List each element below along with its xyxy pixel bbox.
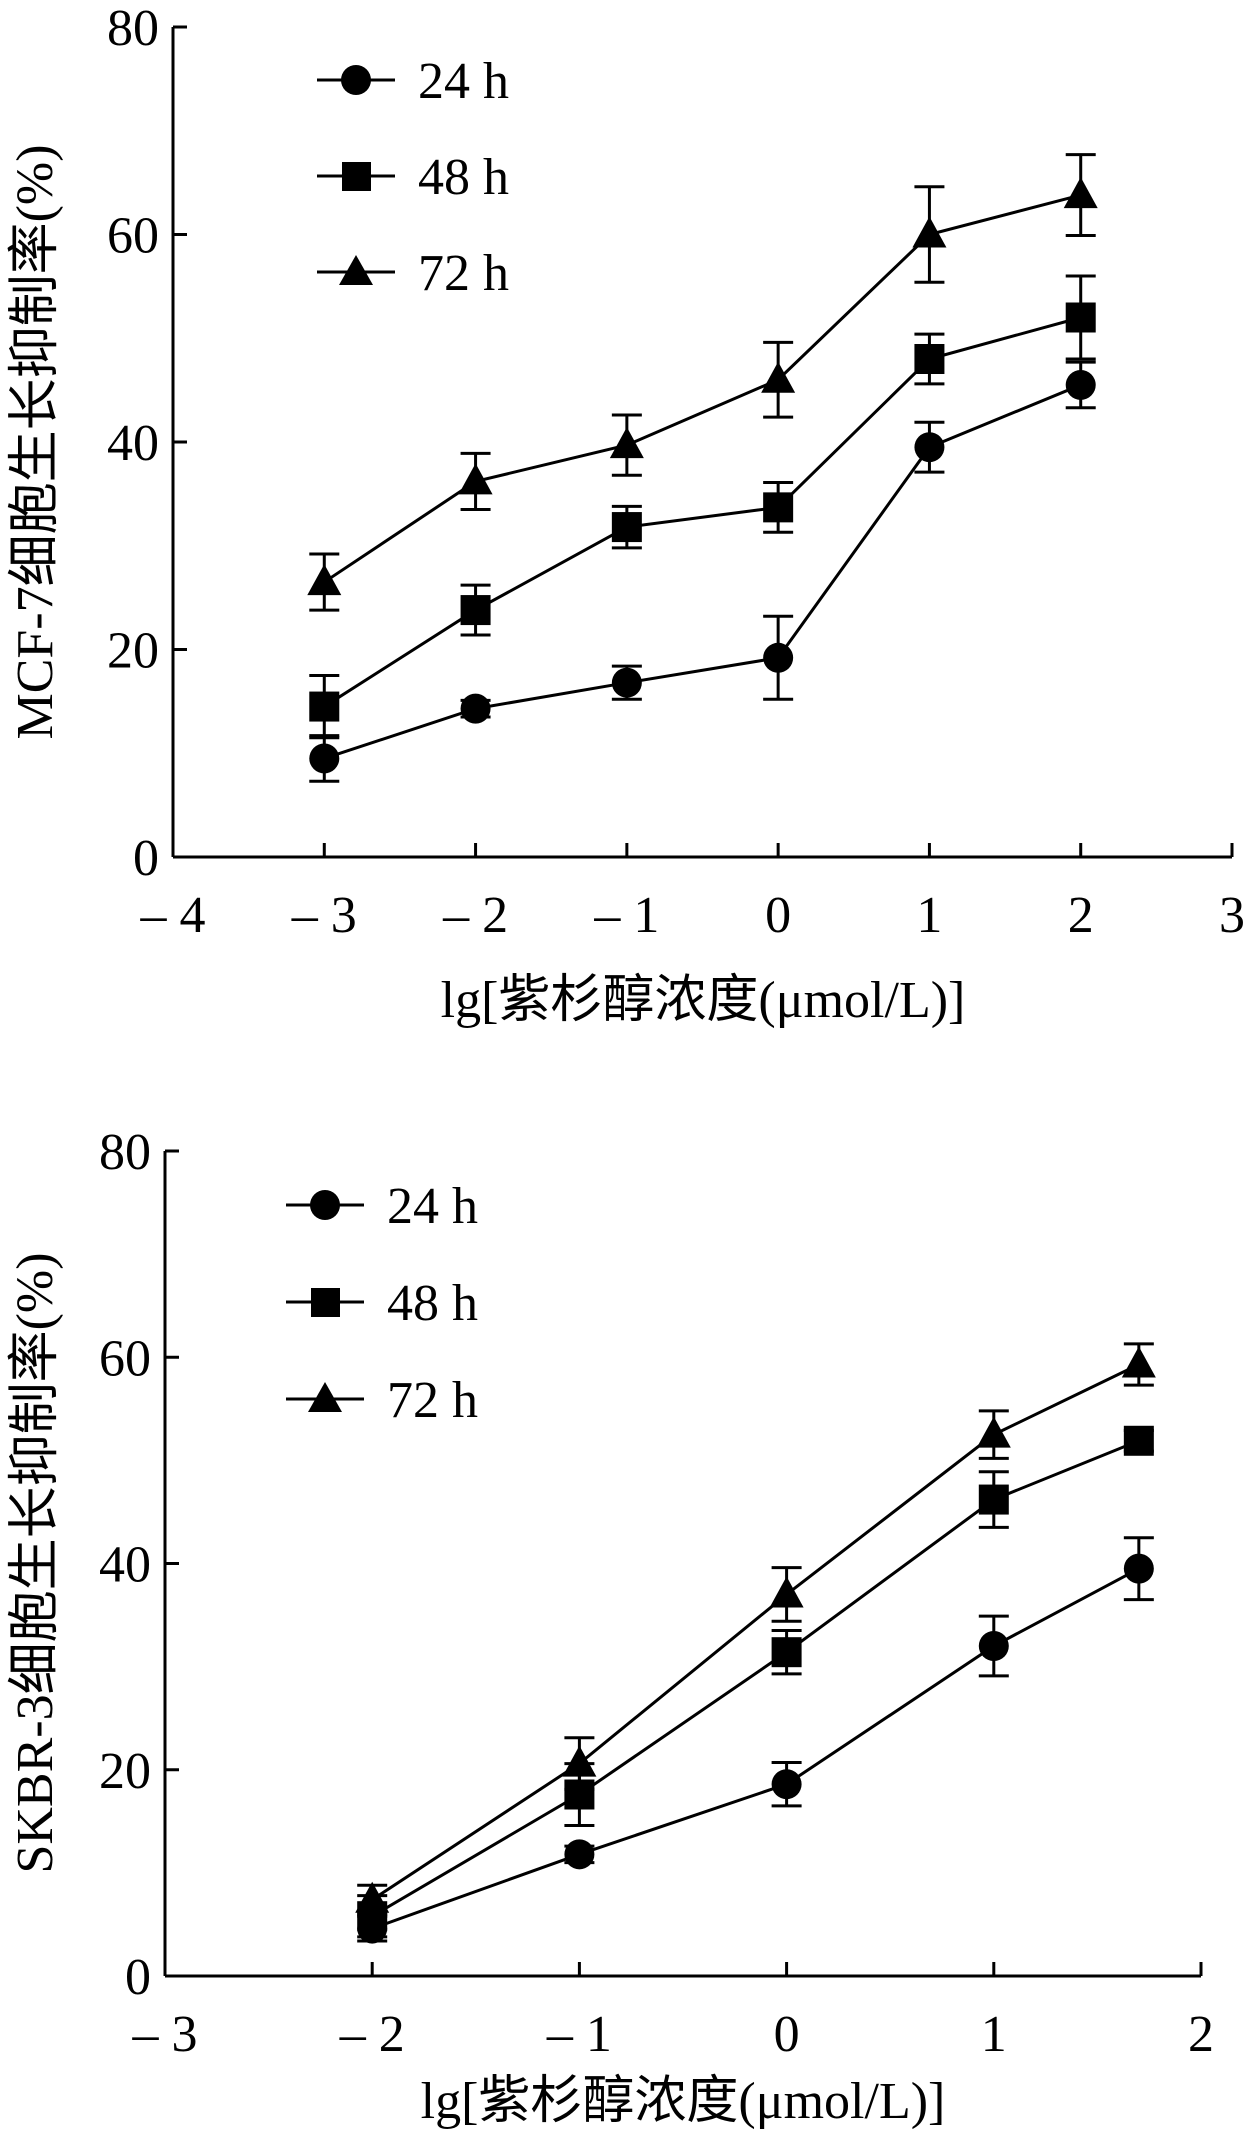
mcf7-point-24h xyxy=(460,693,491,724)
mcf7-legend-marker-48h xyxy=(342,162,371,191)
mcf7-point-72h xyxy=(912,216,947,248)
skbr3-legend-label-48h: 48 h xyxy=(387,1275,478,1332)
skbr3-legend-marker-24h xyxy=(310,1190,340,1220)
skbr3-legend-marker-72h xyxy=(308,1382,342,1412)
mcf7-point-48h xyxy=(309,691,340,722)
skbr3-point-24h xyxy=(1123,1553,1154,1584)
mcf7-ytick-label: 40 xyxy=(107,415,159,472)
mcf7-ytick-label: 80 xyxy=(107,0,159,57)
skbr3-chart: – 3 – 2 – 1 0 1 2 0 20 40 60 80 lg[紫杉醇浓度(μmol/L)]… xyxy=(7,1124,1214,2130)
skbr3-ytick-label: 60 xyxy=(99,1330,151,1387)
mcf7-point-24h xyxy=(611,667,642,698)
skbr3-point-48h xyxy=(771,1637,802,1668)
skbr3-legend-label-72h: 72 h xyxy=(387,1372,478,1429)
mcf7-ytick-label: 20 xyxy=(107,623,159,680)
mcf7-series-line-24h xyxy=(323,383,1082,760)
mcf7-series-line-48h xyxy=(323,316,1082,708)
mcf7-point-24h xyxy=(914,432,945,463)
mcf7-plot-lines xyxy=(323,193,1082,760)
mcf7-point-48h xyxy=(1065,302,1096,333)
mcf7-legend-label-24h: 24 h xyxy=(418,53,509,110)
skbr3-ytick-label: 0 xyxy=(125,1949,151,2006)
skbr3-point-24h xyxy=(978,1631,1009,1661)
mcf7-legend-marker-24h xyxy=(341,65,371,95)
mcf7-point-24h xyxy=(309,743,340,774)
mcf7-legend-label-48h: 48 h xyxy=(418,149,509,206)
skbr3-xtick-label: – 2 xyxy=(339,2006,405,2063)
skbr3-point-24h xyxy=(771,1769,802,1800)
mcf7-point-24h xyxy=(1065,369,1096,400)
mcf7-legend-label-72h: 72 h xyxy=(418,245,509,302)
skbr3-xtick-label: 0 xyxy=(774,2006,800,2063)
mcf7-series-line-72h xyxy=(323,193,1082,584)
skbr3-ytick-label: 20 xyxy=(99,1743,151,1800)
skbr3-legend-marker-48h xyxy=(311,1288,340,1317)
mcf7-xticks: – 4 – 3 – 2 – 1 0 1 2 3 xyxy=(140,843,1243,944)
skbr3-ytick-label: 80 xyxy=(99,1124,151,1181)
skbr3-point-48h xyxy=(1123,1425,1154,1456)
skbr3-xticks: – 3 – 2 – 1 0 1 2 xyxy=(132,1962,1214,2063)
mcf7-point-72h xyxy=(307,564,342,596)
skbr3-xtick-label: – 1 xyxy=(546,2006,612,2063)
skbr3-point-72h xyxy=(562,1745,597,1777)
mcf7-yticks: 0 20 40 60 80 xyxy=(107,0,187,887)
mcf7-xtick-label: 2 xyxy=(1068,887,1094,944)
skbr3-ylabel: SKBR-3细胞生长抑制率(%) xyxy=(7,1252,64,1873)
skbr3-legend: 24 h 48 h 72 h xyxy=(286,1178,478,1429)
skbr3-xlabel: lg[紫杉醇浓度(μmol/L)] xyxy=(421,2073,946,2130)
skbr3-ytick-label: 40 xyxy=(99,1537,151,1594)
mcf7-point-48h xyxy=(914,344,945,374)
mcf7-xlabel: lg[紫杉醇浓度(μmol/L)] xyxy=(441,972,966,1029)
mcf7-point-72h xyxy=(1063,177,1098,209)
mcf7-xtick-label: – 3 xyxy=(291,887,357,944)
mcf7-point-48h xyxy=(460,595,491,626)
mcf7-ylabel: MCF-7细胞生长抑制率(%) xyxy=(7,144,64,739)
mcf7-point-72h xyxy=(609,427,644,459)
mcf7-chart: – 4 – 3 – 2 – 1 0 1 2 3 0 20 40 60 80 lg[紫杉醇浓度(μmol… xyxy=(7,0,1243,1029)
skbr3-legend-label-24h: 24 h xyxy=(387,1178,478,1235)
mcf7-xtick-label: 0 xyxy=(765,887,791,944)
mcf7-point-48h xyxy=(763,492,794,523)
skbr3-point-48h xyxy=(978,1484,1009,1515)
mcf7-point-24h xyxy=(763,642,794,673)
mcf7-xtick-label: – 2 xyxy=(442,887,508,944)
mcf7-point-72h xyxy=(761,361,796,393)
skbr3-point-48h xyxy=(564,1779,595,1810)
skbr3-yticks: 0 20 40 60 80 xyxy=(99,1124,179,2006)
mcf7-xtick-label: 3 xyxy=(1219,887,1243,944)
mcf7-point-72h xyxy=(458,463,493,495)
mcf7-legend-marker-72h xyxy=(339,255,373,285)
mcf7-xtick-label: – 1 xyxy=(593,887,659,944)
mcf7-xtick-label: 1 xyxy=(916,887,942,944)
skbr3-point-72h xyxy=(1121,1346,1156,1378)
skbr3-xtick-label: 2 xyxy=(1188,2006,1214,2063)
skbr3-xtick-label: 1 xyxy=(981,2006,1007,2063)
mcf7-ytick-label: 60 xyxy=(107,208,159,265)
skbr3-point-72h xyxy=(976,1416,1011,1448)
mcf7-ytick-label: 0 xyxy=(133,830,159,887)
skbr3-xtick-label: – 3 xyxy=(132,2006,198,2063)
mcf7-legend: 24 h 48 h 72 h xyxy=(317,53,509,302)
skbr3-point-72h xyxy=(355,1881,390,1913)
mcf7-xtick-label: – 4 xyxy=(140,887,206,944)
skbr3-point-72h xyxy=(769,1576,804,1608)
skbr3-point-24h xyxy=(564,1839,595,1870)
skbr3-markers xyxy=(355,1346,1156,1944)
mcf7-markers xyxy=(307,177,1098,774)
mcf7-point-48h xyxy=(611,512,642,543)
